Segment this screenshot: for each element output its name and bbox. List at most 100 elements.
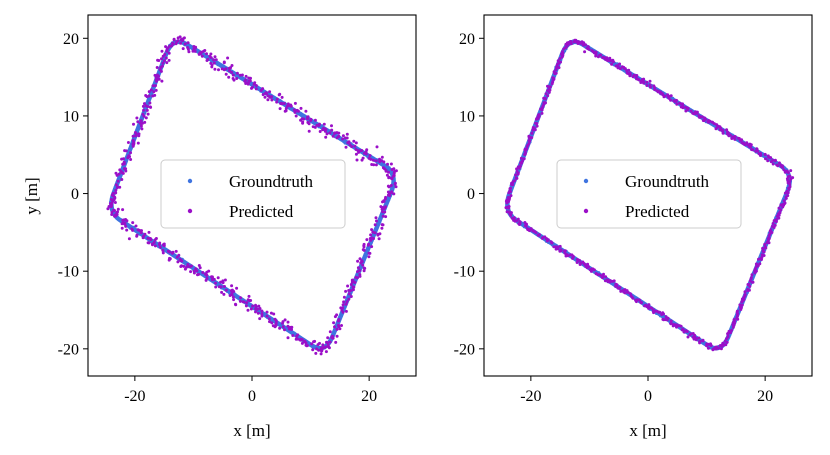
- right-predicted-point: [725, 337, 728, 341]
- left-predicted-point: [261, 93, 265, 97]
- right-predicted-point: [569, 253, 572, 257]
- left-predicted-point: [334, 340, 338, 344]
- right-predicted-point: [741, 299, 744, 303]
- left-y-tick-label: -20: [58, 341, 79, 358]
- right-predicted-point: [719, 347, 723, 351]
- left-predicted-point: [254, 303, 257, 307]
- right-predicted-point: [766, 159, 770, 163]
- left-predicted-point: [310, 342, 314, 346]
- right-predicted-point: [748, 284, 752, 288]
- right-predicted-point: [530, 131, 534, 135]
- left-predicted-point: [143, 120, 147, 124]
- right-predicted-point: [564, 254, 568, 258]
- right-predicted-point: [639, 300, 643, 304]
- right-x-axis-title: x [m]: [629, 421, 666, 440]
- right-predicted-point: [637, 78, 641, 82]
- left-predicted-point: [268, 320, 271, 324]
- left-predicted-point: [269, 311, 273, 315]
- right-predicted-point: [700, 115, 704, 119]
- left-predicted-point: [205, 52, 208, 56]
- left-predicted-point: [155, 73, 159, 77]
- right-predicted-point: [534, 117, 538, 121]
- right-predicted-point: [642, 81, 646, 85]
- left-predicted-point: [110, 213, 114, 216]
- left-predicted-point: [113, 201, 117, 204]
- left-predicted-point: [106, 207, 110, 211]
- left-predicted-point: [286, 336, 290, 340]
- left-predicted-point: [175, 255, 179, 259]
- right-predicted-point: [718, 344, 722, 348]
- right-predicted-point: [563, 250, 567, 254]
- right-predicted-point: [614, 284, 618, 288]
- right-panel-marks: [504, 38, 795, 352]
- left-predicted-point: [164, 45, 168, 49]
- left-predicted-point: [301, 120, 305, 124]
- left-predicted-point: [166, 249, 170, 253]
- right-predicted-point: [519, 161, 523, 165]
- right-predicted-point: [718, 128, 722, 132]
- right-y-tick-label: 20: [459, 31, 475, 48]
- left-predicted-point: [386, 162, 389, 166]
- left-predicted-point: [337, 323, 340, 327]
- left-predicted-point: [378, 160, 382, 164]
- left-legend-predicted-marker: [187, 208, 193, 214]
- left-predicted-point: [386, 193, 390, 197]
- right-predicted-point: [610, 62, 614, 66]
- left-groundtruth-point: [378, 219, 382, 223]
- left-predicted-point: [263, 95, 267, 99]
- right-predicted-point: [706, 346, 710, 350]
- right-predicted-point: [788, 182, 792, 186]
- left-predicted-point: [331, 134, 335, 138]
- left-predicted-point: [260, 314, 264, 318]
- left-predicted-point: [393, 182, 397, 186]
- right-predicted-point: [728, 133, 732, 137]
- left-predicted-point: [344, 309, 348, 313]
- left-predicted-point: [361, 248, 365, 252]
- left-predicted-point: [352, 139, 356, 143]
- left-predicted-point: [369, 157, 373, 161]
- left-predicted-point: [194, 267, 198, 271]
- right-predicted-point: [787, 187, 791, 191]
- right-predicted-point: [507, 205, 511, 208]
- left-predicted-point: [386, 184, 390, 188]
- left-groundtruth-point: [290, 107, 294, 111]
- left-predicted-point: [124, 167, 128, 171]
- right-predicted-point: [726, 130, 729, 134]
- left-predicted-point: [359, 261, 363, 265]
- right-predicted-point: [587, 47, 591, 51]
- left-predicted-point: [122, 157, 125, 161]
- left-predicted-point: [347, 297, 351, 301]
- left-predicted-point: [231, 295, 235, 299]
- right-predicted-point: [739, 308, 743, 311]
- left-groundtruth-point: [292, 331, 296, 335]
- left-predicted-point: [204, 278, 208, 282]
- left-predicted-point: [140, 121, 144, 125]
- right-predicted-point: [652, 311, 656, 315]
- left-predicted-point: [328, 131, 332, 135]
- left-predicted-point: [371, 230, 375, 234]
- right-predicted-point: [773, 158, 777, 162]
- left-predicted-point: [160, 79, 164, 83]
- left-predicted-point: [274, 324, 278, 327]
- left-legend-groundtruth-marker: [187, 178, 193, 184]
- left-predicted-point: [146, 236, 150, 240]
- left-predicted-point: [254, 310, 257, 314]
- left-predicted-point: [318, 122, 321, 126]
- right-predicted-point: [618, 62, 622, 66]
- right-predicted-point: [669, 321, 673, 325]
- left-predicted-point: [139, 124, 143, 128]
- left-predicted-point: [380, 223, 384, 227]
- left-predicted-point: [148, 237, 152, 240]
- left-predicted-point: [177, 253, 181, 257]
- right-predicted-point: [743, 143, 747, 147]
- right-predicted-point: [631, 75, 635, 79]
- right-predicted-point: [658, 310, 662, 314]
- right-predicted-point: [701, 119, 705, 122]
- left-predicted-point: [124, 169, 128, 173]
- left-predicted-point: [248, 299, 251, 303]
- left-predicted-point: [307, 129, 311, 133]
- right-predicted-point: [732, 318, 736, 322]
- left-predicted-point: [181, 47, 185, 51]
- left-predicted-point: [107, 205, 111, 208]
- right-predicted-point: [522, 157, 526, 161]
